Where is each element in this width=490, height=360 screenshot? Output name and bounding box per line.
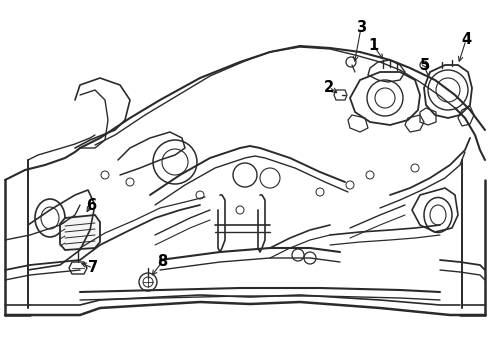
Text: 4: 4 xyxy=(461,32,471,48)
Text: 8: 8 xyxy=(157,255,167,270)
Text: 3: 3 xyxy=(356,21,366,36)
Polygon shape xyxy=(60,215,100,250)
Text: 7: 7 xyxy=(88,261,98,275)
Text: 2: 2 xyxy=(324,80,334,94)
Text: 1: 1 xyxy=(368,37,378,53)
Text: 6: 6 xyxy=(86,198,96,212)
Text: 5: 5 xyxy=(420,58,430,72)
